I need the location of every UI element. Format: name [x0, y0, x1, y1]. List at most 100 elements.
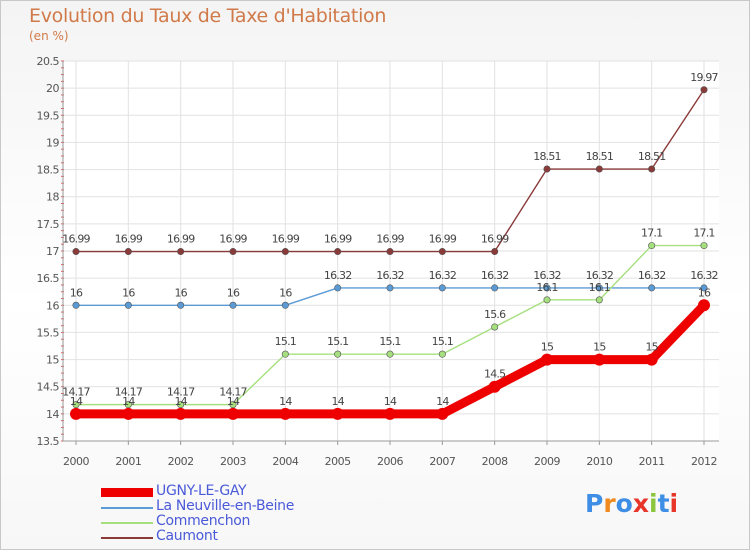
data-label: 14	[279, 395, 292, 408]
x-tick-label: 2009	[534, 455, 560, 468]
data-label: 16	[70, 286, 83, 299]
data-label: 16.99	[376, 233, 404, 246]
data-point	[227, 407, 239, 420]
y-tick-label: 14.5	[37, 381, 60, 394]
data-point	[700, 242, 708, 250]
data-point	[700, 284, 708, 292]
data-label: 16.99	[62, 233, 90, 246]
data-label: 16.99	[115, 233, 143, 246]
data-point	[491, 323, 499, 331]
data-point	[645, 353, 658, 366]
data-point	[334, 284, 342, 292]
data-point	[698, 299, 710, 312]
x-tick-label: 2011	[639, 455, 665, 468]
proxiti-logo: Proxiti	[585, 489, 678, 518]
data-point	[595, 296, 603, 304]
legend-label: La Neuville-en-Beine	[156, 498, 295, 514]
data-label: 16.32	[376, 269, 404, 282]
data-label: 16	[279, 286, 292, 299]
data-point	[281, 301, 289, 309]
x-tick-label: 2010	[586, 455, 612, 468]
legend: UGNY-LE-GAY La Neuville-en-Beine Commencho…	[101, 483, 361, 545]
data-label: 16.32	[324, 269, 352, 282]
data-point	[281, 350, 289, 358]
legend-item: La Neuville-en-Beine	[101, 498, 361, 515]
data-point	[70, 407, 82, 420]
logo-letter: i	[669, 489, 679, 518]
data-label: 14	[227, 395, 240, 408]
data-label: 18.51	[533, 150, 561, 163]
x-tick-label: 2000	[63, 455, 89, 468]
data-label: 16.32	[533, 269, 561, 282]
data-label: 14.17	[62, 386, 90, 399]
data-label: 16.99	[272, 233, 300, 246]
data-label: 15	[541, 341, 554, 354]
logo-letter: i	[649, 489, 658, 518]
data-label: 16.32	[638, 269, 666, 282]
data-point	[438, 284, 446, 292]
logo-letter: x	[632, 489, 649, 518]
data-label: 14.17	[219, 386, 247, 399]
data-point	[543, 284, 551, 292]
logo-letter: r	[603, 489, 616, 518]
y-tick-label: 19	[46, 136, 59, 149]
data-label: 16.1	[589, 281, 610, 294]
data-label: 16.99	[324, 233, 352, 246]
data-point	[438, 248, 446, 256]
data-point	[384, 407, 396, 420]
data-label: 15.1	[275, 335, 296, 348]
y-tick-label: 19.5	[37, 109, 60, 122]
chart-subtitle: (en %)	[29, 29, 69, 43]
data-label: 16.32	[586, 269, 614, 282]
data-label: 15	[593, 341, 606, 354]
legend-item: Caumont	[101, 528, 361, 545]
data-label: 14.17	[167, 386, 195, 399]
y-tick-label: 15	[46, 354, 59, 367]
data-label: 16.99	[481, 233, 509, 246]
x-tick-label: 2003	[220, 455, 246, 468]
data-point	[72, 301, 80, 309]
legend-label: Commenchon	[156, 513, 251, 529]
data-label: 15	[645, 341, 658, 354]
data-label: 19.97	[690, 71, 718, 84]
y-tick-label: 20	[46, 82, 59, 95]
data-point	[543, 296, 551, 304]
data-point	[229, 301, 237, 309]
data-point	[177, 401, 185, 409]
data-point	[541, 353, 553, 366]
data-label: 18.51	[638, 150, 666, 163]
legend-swatch	[101, 522, 153, 524]
data-point	[229, 248, 237, 256]
data-point	[386, 248, 394, 256]
data-label: 15.6	[484, 308, 506, 321]
data-label: 14	[384, 395, 397, 408]
data-label: 14	[331, 395, 344, 408]
logo-letter: t	[657, 489, 670, 518]
data-label: 16.1	[536, 281, 557, 294]
x-tick-label: 2012	[691, 455, 717, 468]
data-label: 16.32	[690, 269, 718, 282]
y-tick-label: 14	[46, 408, 59, 421]
data-point	[124, 401, 132, 409]
data-point	[124, 301, 132, 309]
data-point	[334, 248, 342, 256]
data-point	[281, 248, 289, 256]
data-point	[122, 407, 135, 420]
data-point	[124, 248, 132, 256]
data-point	[72, 401, 80, 409]
y-tick-label: 17.5	[37, 218, 60, 231]
data-point	[174, 407, 187, 420]
data-point	[386, 350, 394, 358]
data-label: 16.99	[167, 233, 195, 246]
data-label: 14	[122, 395, 135, 408]
data-point	[491, 284, 499, 292]
data-point	[229, 401, 237, 409]
x-tick-label: 2007	[429, 455, 455, 468]
legend-swatch	[101, 537, 153, 539]
x-tick-label: 2002	[168, 455, 194, 468]
data-point	[648, 284, 656, 292]
data-label: 14	[174, 395, 187, 408]
data-point	[386, 284, 394, 292]
